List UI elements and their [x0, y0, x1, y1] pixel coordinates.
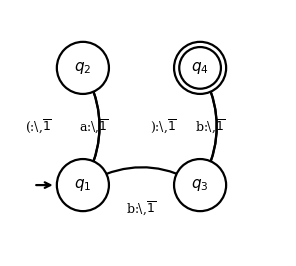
Text: b:\,$\overline{1}$: b:\,$\overline{1}$	[195, 118, 226, 135]
Text: a:\,$\overline{1}$: a:\,$\overline{1}$	[78, 118, 108, 135]
Text: $q_4$: $q_4$	[191, 60, 209, 76]
Text: $q_2$: $q_2$	[74, 60, 91, 76]
Text: $q_3$: $q_3$	[191, 177, 209, 193]
Text: $q_1$: $q_1$	[74, 177, 91, 193]
Circle shape	[57, 42, 109, 94]
Circle shape	[174, 159, 226, 211]
Text: (:\,$\overline{1}$: (:\,$\overline{1}$	[25, 118, 52, 135]
Circle shape	[174, 42, 226, 94]
Text: b:\,$\overline{1}$: b:\,$\overline{1}$	[126, 200, 157, 217]
Text: ):\,$\overline{1}$: ):\,$\overline{1}$	[150, 118, 177, 135]
Circle shape	[57, 159, 109, 211]
